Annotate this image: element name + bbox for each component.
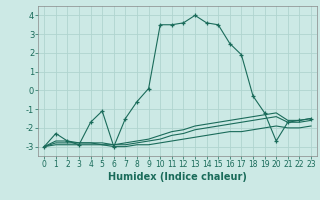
X-axis label: Humidex (Indice chaleur): Humidex (Indice chaleur) — [108, 172, 247, 182]
